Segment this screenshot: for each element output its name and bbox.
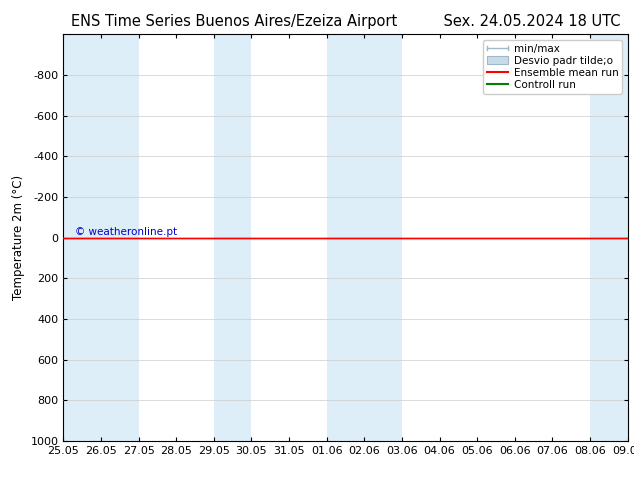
- Bar: [590, 34, 628, 441]
- Bar: [63, 34, 101, 441]
- Bar: [214, 34, 252, 441]
- Legend: min/max, Desvio padr tilde;o, Ensemble mean run, Controll run: min/max, Desvio padr tilde;o, Ensemble m…: [483, 40, 623, 94]
- Bar: [101, 34, 139, 441]
- Title: ENS Time Series Buenos Aires/Ezeiza Airport          Sex. 24.05.2024 18 UTC: ENS Time Series Buenos Aires/Ezeiza Airp…: [71, 14, 620, 29]
- Text: © weatheronline.pt: © weatheronline.pt: [75, 227, 177, 237]
- Bar: [327, 34, 365, 441]
- Bar: [365, 34, 402, 441]
- Y-axis label: Temperature 2m (°C): Temperature 2m (°C): [12, 175, 25, 300]
